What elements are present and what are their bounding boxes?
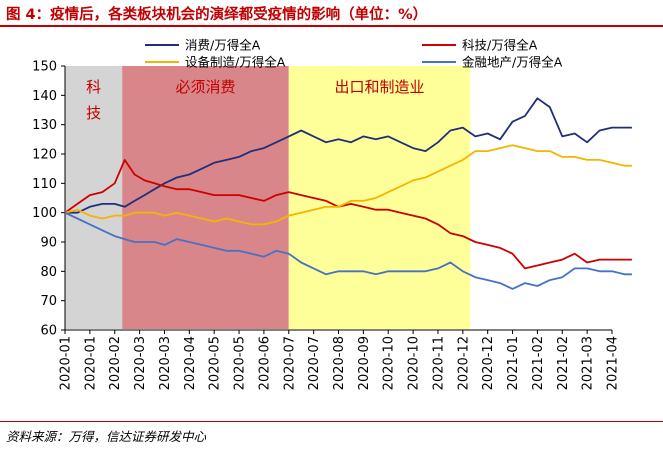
- series-line-1: [64, 159, 632, 270]
- y-tick-label: 100: [32, 206, 57, 221]
- x-tick-label: 2021-03: [581, 336, 596, 390]
- y-tick-label: 150: [32, 60, 57, 75]
- x-tick-label: 2020-03: [133, 336, 148, 390]
- y-tick-label: 140: [32, 89, 57, 104]
- chart-title: 图 4：疫情后，各类板块机会的演绎都受疫情的影响（单位：%）: [6, 7, 428, 23]
- x-tick-label: 2020-12: [456, 336, 471, 390]
- x-tick-label: 2020-08: [332, 336, 347, 390]
- legend-label-3: 金融地产/万得全A: [462, 55, 563, 70]
- legend-label-1: 科技/万得全A: [462, 38, 538, 53]
- x-tick-label: 2020-05: [208, 336, 223, 390]
- x-tick-label: 2020-12: [481, 336, 496, 390]
- title-rule: [0, 25, 663, 27]
- legend: 消费/万得全A 科技/万得全A 设备制造/万得全A 金融地产/万得全A: [145, 38, 563, 70]
- region-1: [122, 66, 289, 329]
- footer-rule: [0, 421, 663, 422]
- y-tick-label: 130: [32, 118, 57, 133]
- y-tick-label: 110: [32, 177, 57, 192]
- series-line-2: [64, 144, 632, 226]
- y-tick-label: 60: [40, 324, 57, 339]
- source-note: 资料来源：万得，信达证券研发中心: [6, 429, 207, 444]
- x-tick-label: 2020-04: [183, 336, 198, 390]
- x-tick-label: 2021-04: [606, 336, 621, 390]
- series-line-3: [64, 211, 632, 290]
- region-label-0-1: 技: [86, 104, 101, 122]
- y-tick-label: 120: [32, 148, 57, 163]
- x-tick-label: 2020-10: [407, 336, 422, 390]
- x-tick-label: 2020-11: [431, 336, 446, 390]
- region-2: [288, 66, 471, 329]
- x-tick-label: 2021-02: [556, 336, 571, 390]
- region-label-1: 必须消费: [175, 78, 235, 96]
- x-tick-label: 2020-01: [59, 336, 74, 390]
- region-0: [65, 66, 123, 329]
- series-line-0: [65, 97, 632, 214]
- x-tick-label: 2020-03: [158, 336, 173, 390]
- x-tick-label: 2020-09: [357, 336, 372, 390]
- x-tick-label: 2020-01: [83, 336, 98, 390]
- x-tick-label: 2021-02: [531, 336, 546, 390]
- y-tick-label: 80: [40, 265, 57, 280]
- x-tick-label: 2020-05: [233, 336, 248, 390]
- highlight-regions: 科技 必须消费 出口和制造业: [65, 66, 471, 329]
- x-tick-label: 2020-10: [382, 336, 397, 390]
- x-tick-label: 2020-07: [282, 336, 297, 390]
- y-tick-label: 70: [40, 294, 57, 309]
- x-tick-label: 2020-07: [307, 336, 322, 390]
- legend-label-2: 设备制造/万得全A: [185, 55, 286, 70]
- series-lines: [64, 97, 632, 290]
- y-tick-label: 90: [40, 236, 57, 251]
- region-label-2: 出口和制造业: [335, 78, 425, 96]
- x-tick-label: 2020-02: [108, 336, 123, 390]
- axes: 60 70 80 90 100 110 120 130 140 150 2020-01 2020-01…: [32, 60, 620, 391]
- region-label-0-0: 科: [86, 78, 101, 96]
- x-tick-label: 2020-06: [257, 336, 272, 390]
- legend-label-0: 消费/万得全A: [185, 38, 261, 53]
- x-tick-label: 2021-01: [506, 336, 521, 390]
